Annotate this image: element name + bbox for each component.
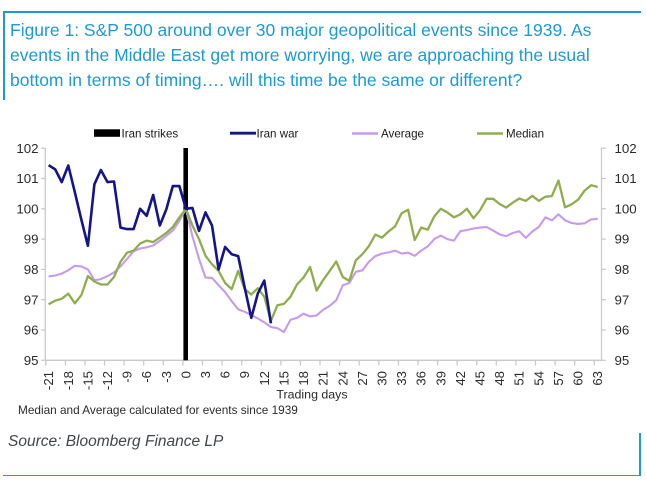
- svg-text:39: 39: [433, 371, 448, 386]
- svg-text:42: 42: [453, 371, 468, 386]
- svg-text:100: 100: [615, 201, 637, 216]
- svg-text:97: 97: [24, 292, 39, 307]
- svg-text:-9: -9: [120, 371, 135, 383]
- svg-text:21: 21: [316, 371, 331, 386]
- svg-text:24: 24: [335, 371, 350, 386]
- svg-text:57: 57: [551, 371, 566, 386]
- svg-text:33: 33: [394, 371, 409, 386]
- svg-text:-21: -21: [41, 371, 56, 390]
- svg-text:97: 97: [615, 292, 630, 307]
- svg-text:Median: Median: [506, 127, 544, 140]
- svg-text:30: 30: [375, 371, 390, 386]
- svg-text:45: 45: [473, 371, 488, 386]
- svg-text:27: 27: [355, 371, 370, 386]
- svg-text:15: 15: [276, 371, 291, 386]
- svg-text:99: 99: [24, 232, 39, 247]
- svg-text:0: 0: [178, 371, 193, 378]
- svg-text:Iran strikes: Iran strikes: [122, 127, 179, 140]
- svg-text:63: 63: [590, 371, 605, 386]
- svg-text:6: 6: [218, 371, 233, 378]
- svg-text:12: 12: [257, 371, 272, 386]
- svg-text:36: 36: [414, 371, 429, 386]
- svg-text:-15: -15: [80, 371, 95, 390]
- svg-text:-12: -12: [100, 371, 115, 390]
- svg-text:99: 99: [615, 232, 630, 247]
- svg-text:96: 96: [24, 323, 39, 338]
- svg-text:Iran war: Iran war: [257, 127, 299, 140]
- svg-text:95: 95: [24, 353, 39, 368]
- svg-text:96: 96: [615, 323, 630, 338]
- svg-text:98: 98: [615, 262, 630, 277]
- svg-text:102: 102: [615, 141, 637, 156]
- svg-text:-6: -6: [139, 371, 154, 383]
- svg-text:48: 48: [492, 371, 507, 386]
- svg-text:101: 101: [16, 171, 38, 186]
- svg-text:-3: -3: [159, 371, 174, 383]
- svg-text:51: 51: [512, 371, 527, 386]
- svg-text:54: 54: [531, 371, 546, 386]
- svg-text:-18: -18: [61, 371, 76, 390]
- svg-text:101: 101: [615, 171, 637, 186]
- svg-text:Average: Average: [381, 127, 424, 140]
- svg-text:60: 60: [571, 371, 586, 386]
- svg-text:3: 3: [198, 371, 213, 378]
- svg-text:102: 102: [16, 141, 38, 156]
- svg-text:18: 18: [296, 371, 311, 386]
- svg-text:100: 100: [16, 201, 38, 216]
- svg-text:98: 98: [24, 262, 39, 277]
- svg-text:95: 95: [615, 353, 630, 368]
- svg-text:9: 9: [237, 371, 252, 378]
- svg-text:Trading days: Trading days: [276, 388, 347, 402]
